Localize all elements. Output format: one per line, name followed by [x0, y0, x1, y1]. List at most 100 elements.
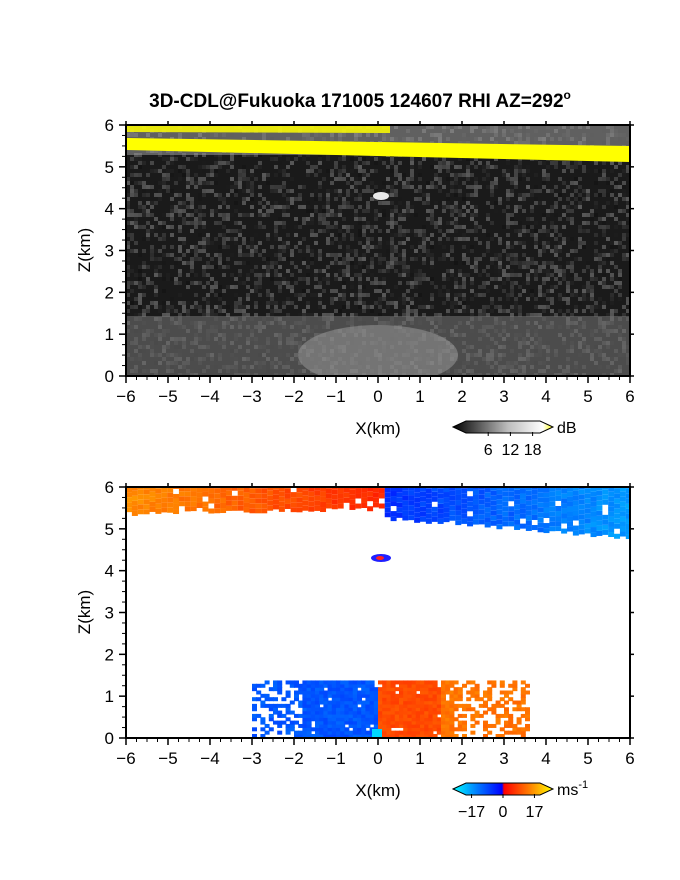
velocity-cell: [402, 505, 409, 511]
reflectivity-noise-cell: [182, 205, 186, 209]
velocity-cell: [461, 518, 468, 524]
reflectivity-noise-cell: [362, 285, 366, 289]
reflectivity-noise-cell: [442, 209, 446, 213]
velocity-cell: [137, 504, 144, 510]
reflectivity-noise-cell: [334, 165, 338, 169]
reflectivity-x-tick-label: 5: [583, 387, 592, 406]
velocity-cell: [348, 680, 354, 685]
velocity-cell: [319, 717, 325, 722]
reflectivity-noise-cell: [442, 277, 446, 281]
reflectivity-noise-cell: [462, 285, 466, 289]
velocity-cell: [264, 697, 270, 702]
reflectivity-noise-cell: [170, 197, 174, 201]
reflectivity-noise-cell: [246, 185, 250, 189]
reflectivity-noise-cell: [346, 253, 350, 257]
reflectivity-noise-cell: [194, 289, 198, 293]
reflectivity-noise-cell: [558, 257, 562, 261]
reflectivity-noise-cell: [590, 221, 594, 225]
reflectivity-noise-cell: [566, 309, 570, 313]
velocity-cell: [361, 693, 367, 698]
reflectivity-noise-cell: [470, 249, 474, 253]
velocity-cell: [349, 494, 356, 500]
reflectivity-noise-cell: [542, 229, 546, 233]
velocity-cell: [384, 507, 391, 513]
reflectivity-noise-cell: [198, 301, 202, 305]
velocity-cell: [319, 700, 325, 705]
velocity-cell: [319, 727, 325, 732]
reflectivity-noise-cell: [598, 257, 602, 261]
reflectivity-noise-cell: [190, 281, 194, 285]
reflectivity-noise-cell: [366, 269, 370, 273]
velocity-cell: [373, 690, 379, 695]
reflectivity-noise-cell: [566, 209, 570, 213]
reflectivity-noise-cell: [554, 265, 558, 269]
reflectivity-noise-cell: [458, 269, 462, 273]
reflectivity-noise-cell: [458, 189, 462, 193]
velocity-cell: [252, 707, 257, 712]
reflectivity-noise-cell: [526, 261, 530, 265]
reflectivity-noise-cell: [294, 305, 298, 309]
reflectivity-noise-cell: [270, 277, 274, 281]
velocity-cell: [344, 734, 350, 738]
velocity-cell: [399, 690, 404, 695]
reflectivity-noise-cell: [150, 281, 154, 285]
reflectivity-noise-cell: [374, 185, 378, 189]
reflectivity-noise-cell: [622, 197, 626, 201]
reflectivity-noise-cell: [254, 225, 258, 229]
velocity-cell: [441, 717, 446, 722]
reflectivity-noise-cell: [514, 185, 518, 189]
reflectivity-noise-cell: [390, 245, 394, 249]
velocity-cell: [402, 500, 409, 506]
reflectivity-noise-cell: [362, 209, 366, 213]
reflectivity-noise-cell: [274, 233, 278, 237]
velocity-cell: [531, 494, 538, 500]
velocity-cell: [331, 734, 337, 738]
reflectivity-noise-cell: [538, 313, 542, 317]
velocity-cell: [424, 680, 430, 685]
reflectivity-y-tick-label: 0: [105, 367, 114, 386]
reflectivity-noise-cell: [198, 257, 202, 261]
reflectivity-noise-cell: [354, 209, 358, 213]
reflectivity-noise-cell: [414, 281, 418, 285]
velocity-cell: [184, 506, 191, 512]
velocity-cell: [619, 531, 626, 537]
reflectivity-noise-cell: [226, 193, 230, 197]
reflectivity-noise-cell: [574, 305, 578, 309]
reflectivity-noise-cell: [462, 225, 466, 229]
velocity-cell: [474, 720, 480, 725]
reflectivity-noise-cell: [614, 313, 618, 317]
reflectivity-noise-cell: [378, 245, 382, 249]
reflectivity-noise-cell: [578, 237, 582, 241]
reflectivity-noise-cell: [486, 305, 490, 309]
velocity-cell: [294, 690, 299, 695]
reflectivity-noise-cell: [466, 301, 470, 305]
reflectivity-noise-cell: [190, 157, 194, 161]
velocity-cell: [310, 680, 316, 685]
reflectivity-noise-cell: [566, 237, 570, 241]
reflectivity-noise-cell: [342, 233, 346, 237]
reflectivity-noise-cell: [254, 245, 258, 249]
velocity-cell: [424, 703, 430, 708]
velocity-cell: [561, 503, 568, 509]
velocity-cell: [336, 734, 341, 738]
reflectivity-noise-cell: [526, 297, 530, 301]
reflectivity-noise-cell: [126, 301, 130, 305]
reflectivity-noise-cell: [570, 249, 574, 253]
velocity-cell: [549, 506, 556, 512]
reflectivity-noise-cell: [378, 213, 382, 217]
reflectivity-noise-cell: [446, 161, 450, 165]
velocity-cell: [502, 521, 509, 527]
reflectivity-noise-cell: [470, 309, 474, 313]
velocity-cell: [285, 730, 291, 735]
reflectivity-noise-cell: [250, 193, 254, 197]
reflectivity-noise-cell: [466, 229, 470, 233]
velocity-cell: [319, 687, 325, 692]
reflectivity-noise-cell: [546, 297, 550, 301]
velocity-cell: [261, 498, 268, 504]
reflectivity-noise-cell: [126, 277, 130, 281]
reflectivity-noise-cell: [238, 229, 242, 233]
reflectivity-noise-cell: [626, 201, 630, 205]
reflectivity-noise-cell: [142, 193, 146, 197]
velocity-cell: [608, 532, 615, 538]
reflectivity-noise-cell: [438, 185, 442, 189]
